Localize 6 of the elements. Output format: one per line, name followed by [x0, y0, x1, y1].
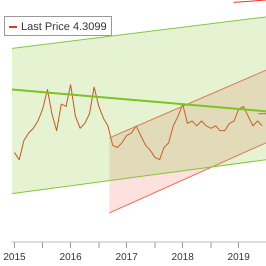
x-tick-label: 2017: [116, 252, 138, 263]
x-tick-label: 2019: [228, 252, 250, 263]
x-tick-label: 2018: [172, 252, 194, 263]
x-tick-label: 2016: [60, 252, 82, 263]
x-tick-label: 2015: [3, 252, 26, 263]
legend-label: Last Price 4.3099: [21, 21, 107, 33]
